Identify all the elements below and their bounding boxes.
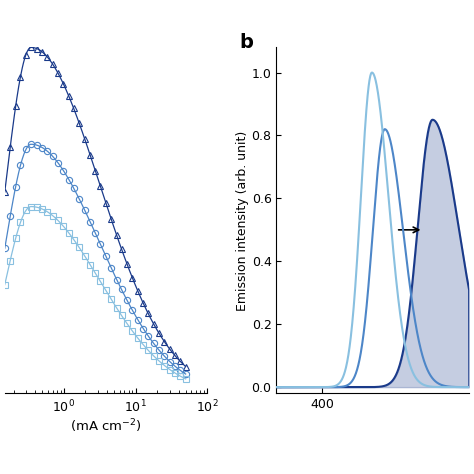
X-axis label: (mA cm$^{-2}$): (mA cm$^{-2}$) — [70, 418, 142, 435]
Text: b: b — [239, 33, 253, 52]
Y-axis label: Emission intensity (arb. unit): Emission intensity (arb. unit) — [236, 130, 249, 310]
